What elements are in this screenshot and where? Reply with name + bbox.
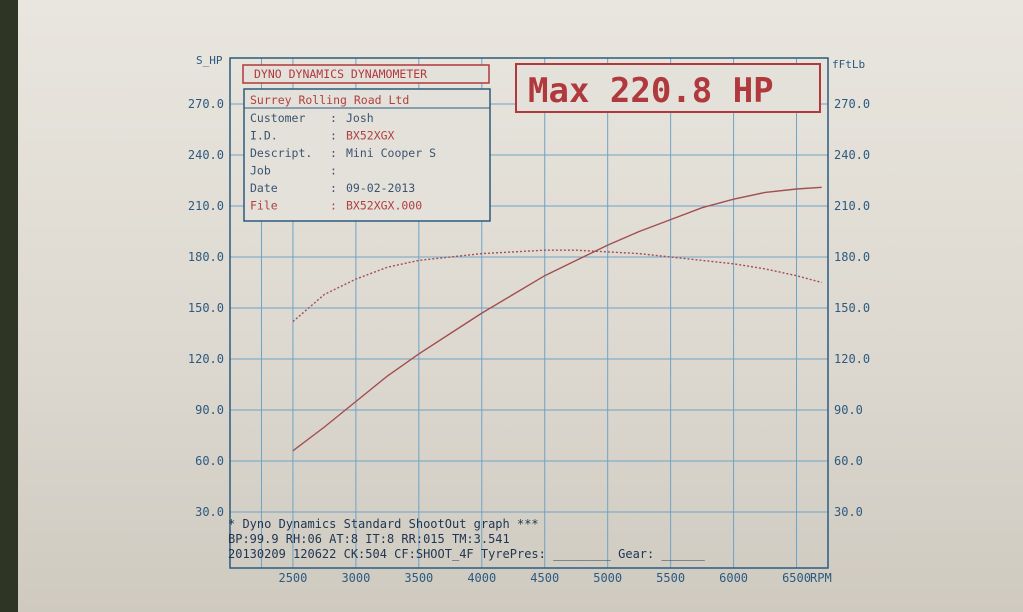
y-left-tick-label: 30.0 (195, 505, 224, 519)
info-row-label: Job (250, 164, 271, 178)
info-row-value: 09-02-2013 (346, 181, 415, 195)
info-box: Surrey Rolling Road Ltd Customer: Josh I.D… (243, 88, 491, 222)
y-left-tick-label: 150.0 (188, 301, 224, 315)
footer-notes: * Dyno Dynamics Standard ShootOut graph … (228, 517, 706, 561)
y-right-tick-label: 30.0 (834, 505, 863, 519)
y-right-tick-label: 60.0 (834, 454, 863, 468)
x-tick-label: 2500 (278, 571, 307, 585)
info-row-colon: : (330, 164, 337, 178)
info-row-colon: : (330, 181, 337, 195)
info-row-colon: : (330, 129, 337, 143)
x-tick-label: 5000 (593, 571, 622, 585)
y-right-tick-label: 270.0 (834, 97, 870, 111)
y-left-tick-label: 60.0 (195, 454, 224, 468)
info-row-label: Date (250, 181, 278, 195)
x-tick-labels: 2500 3000 3500 4000 4500 5000 5500 6000 6500 (278, 571, 810, 585)
header-title: DYNO DYNAMICS DYNAMOMETER (254, 67, 427, 81)
y-right-tick-label: 120.0 (834, 352, 870, 366)
x-tick-label: 6500 (782, 571, 811, 585)
info-box-frame (243, 88, 491, 222)
info-row-value: BX52XGX.000 (346, 199, 422, 213)
info-row-value: Mini Cooper S (346, 146, 436, 160)
chart-series (292, 186, 822, 452)
y-right-tick-label: 210.0 (834, 199, 870, 213)
info-row-colon: : (330, 146, 337, 160)
info-row-label: Descript. (250, 146, 312, 160)
x-tick-label: 4000 (467, 571, 496, 585)
chart-frame (229, 57, 829, 569)
y-left-tick-labels: 270.0 240.0 210.0 180.0 150.0 120.0 90.0 60.0 30… (188, 97, 224, 519)
footer-line-3: 20130209 120622 CK:504 CF:SHOOT_4F TyreP… (228, 547, 706, 561)
y-left-unit-label: S_HP (196, 54, 223, 67)
x-tick-label: 3500 (404, 571, 433, 585)
y-right-tick-label: 150.0 (834, 301, 870, 315)
info-rows: Customer: Josh I.D.: BX52XGX Descript.: Mini … (250, 111, 436, 213)
x-tick-label: 4500 (530, 571, 559, 585)
y-left-tick-label: 270.0 (188, 97, 224, 111)
max-hp-box (515, 63, 821, 113)
info-row-label: Customer (250, 111, 305, 125)
y-right-tick-labels: 270.0 240.0 210.0 180.0 150.0 120.0 90.0 60.0 30… (834, 97, 870, 519)
y-left-tick-label: 240.0 (188, 148, 224, 162)
x-tick-label: 3000 (341, 571, 370, 585)
torque-curve (292, 249, 822, 323)
footer-line-1: * Dyno Dynamics Standard ShootOut graph … (228, 517, 539, 531)
header-title-box (242, 64, 490, 84)
power-curve (292, 186, 822, 452)
y-left-tick-label: 180.0 (188, 250, 224, 264)
y-left-tick-label: 90.0 (195, 403, 224, 417)
max-hp-label: Max 220.8 HP (528, 71, 774, 111)
x-tick-label: 5500 (656, 571, 685, 585)
footer-line-2: BP:99.9 RH:06 AT:8 IT:8 RR:015 TM:3.541 (228, 532, 510, 546)
y-left-tick-label: 120.0 (188, 352, 224, 366)
x-unit-label: RPM (810, 571, 832, 585)
info-row-colon: : (330, 199, 337, 213)
info-row-value: BX52XGX (346, 129, 395, 143)
y-right-tick-label: 180.0 (834, 250, 870, 264)
y-right-tick-label: 90.0 (834, 403, 863, 417)
info-row-value: Josh (346, 111, 374, 125)
info-row-label: I.D. (250, 129, 278, 143)
info-row-colon: : (330, 111, 337, 125)
y-left-tick-label: 210.0 (188, 199, 224, 213)
y-right-unit-label: fFtLb (832, 58, 865, 71)
x-tick-label: 6000 (719, 571, 748, 585)
info-row-label: File (250, 199, 278, 213)
info-company: Surrey Rolling Road Ltd (250, 93, 409, 107)
y-right-tick-label: 240.0 (834, 148, 870, 162)
